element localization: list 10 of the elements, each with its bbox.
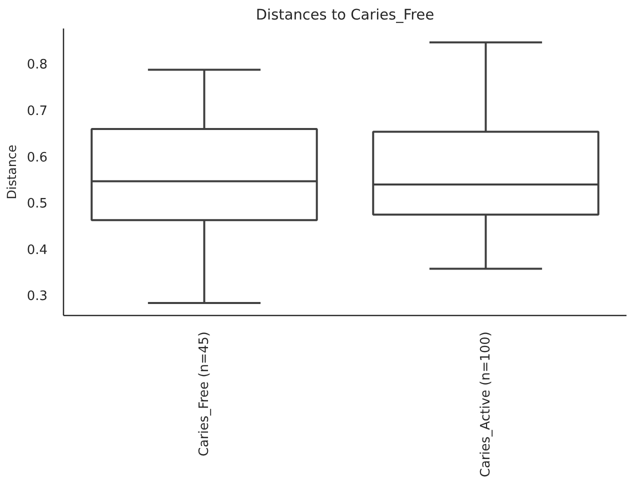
y-axis-title: Distance: [4, 144, 19, 200]
y-tick-label: 0.6: [26, 150, 48, 166]
y-tick-label: 0.5: [26, 196, 48, 212]
y-tick-label: 0.7: [26, 104, 48, 119]
x-tick-label: Caries_Active (n=100): [478, 331, 494, 478]
chart-title: Distances to Caries_Free: [256, 8, 434, 24]
y-tick-label: 0.4: [26, 242, 48, 258]
y-tick-label: 0.8: [26, 58, 48, 73]
y-tick-label: 0.3: [26, 289, 48, 304]
x-tick-label: Caries_Free (n=45): [196, 331, 212, 456]
